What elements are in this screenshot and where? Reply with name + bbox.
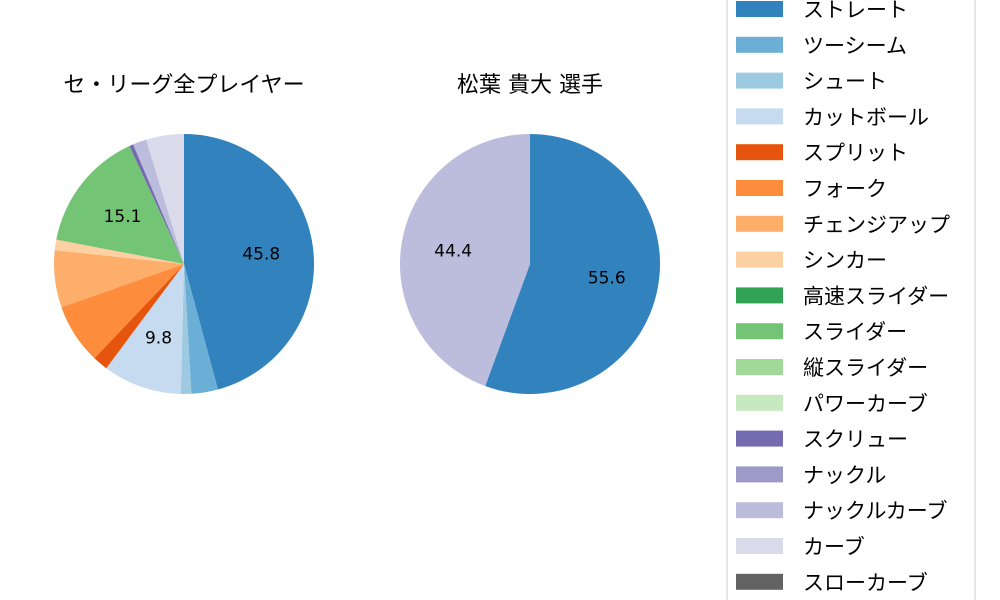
legend-label-11: パワーカーブ	[803, 392, 928, 416]
pie-data-label-league-3: 9.8	[145, 329, 172, 349]
legend-label-16: スローカーブ	[803, 571, 928, 595]
legend-swatch-16	[736, 573, 783, 590]
legend-label-7: シンカー	[803, 249, 887, 273]
pie-slice-player-0	[485, 134, 660, 394]
pie-data-label-player-1: 44.4	[434, 241, 472, 261]
pie-slice-league-7	[54, 239, 184, 264]
pie-slice-league-2	[180, 264, 192, 395]
legend-swatch-0	[736, 1, 783, 17]
legend-swatch-4	[736, 144, 783, 161]
pie-player: 55.6 44.4	[399, 134, 660, 394]
legend-swatch-6	[736, 215, 783, 232]
legend-swatch-7	[736, 251, 783, 268]
legend-label-12: スクリュー	[803, 428, 908, 452]
pie-title-league: セ・リーグ全プレイヤー	[63, 73, 304, 98]
legend-swatch-13	[736, 466, 783, 483]
legend-swatch-3	[736, 108, 783, 125]
legend-swatch-10	[736, 359, 783, 375]
pie-slice-league-3	[106, 264, 184, 394]
pie-slice-league-4	[94, 264, 184, 369]
legend-swatch-2	[736, 72, 783, 89]
pie-slice-league-11	[146, 134, 184, 264]
legend-swatch-1	[736, 36, 783, 53]
legend-label-3: カットボール	[803, 105, 929, 129]
pie-title-player: 松葉 貴大 選手	[457, 73, 603, 98]
legend-swatch-9	[736, 323, 783, 340]
pie-slice-league-0	[184, 134, 315, 390]
legend-label-9: スライダー	[803, 320, 907, 344]
pie-data-label-league-8: 15.1	[104, 207, 142, 227]
legend-swatch-15	[736, 538, 783, 554]
pie-data-label-league-0: 45.8	[242, 245, 280, 265]
legend-label-10: 縦スライダー	[803, 356, 928, 380]
legend-label-4: スプリット	[803, 141, 908, 165]
legend-swatch-14	[736, 502, 783, 519]
pie-slice-league-10	[133, 139, 184, 264]
pie-slice-player-1	[399, 134, 530, 387]
legend-swatch-5	[736, 180, 783, 196]
pie-slice-league-9	[129, 144, 184, 264]
pie-slice-league-1	[184, 264, 218, 394]
legend-label-5: フォーク	[803, 177, 887, 201]
legend-swatch-12	[736, 430, 783, 447]
pie-slice-league-6	[53, 250, 184, 308]
legend-label-13: ナックル	[803, 463, 886, 487]
legend-label-14: ナックルカーブ	[803, 499, 947, 523]
legend: ストレートツーシームシュートカットボールスプリットフォークチェンジアップシンカー…	[726, 0, 976, 600]
pie-slice-league-5	[61, 264, 184, 359]
legend-swatch-8	[736, 287, 783, 304]
legend-label-6: チェンジアップ	[803, 213, 950, 237]
legend-label-2: シュート	[803, 70, 887, 94]
pie-data-label-player-0: 55.6	[588, 269, 626, 289]
legend-frame	[726, 0, 976, 600]
legend-label-0: ストレート	[803, 0, 908, 22]
legend-swatch-11	[736, 394, 783, 411]
pie-slice-league-8	[56, 146, 184, 264]
pie-league: 45.8 9.8 15.1	[53, 134, 315, 395]
legend-label-8: 高速スライダー	[803, 284, 949, 308]
legend-label-15: カーブ	[803, 535, 865, 559]
legend-label-1: ツーシーム	[803, 34, 907, 58]
